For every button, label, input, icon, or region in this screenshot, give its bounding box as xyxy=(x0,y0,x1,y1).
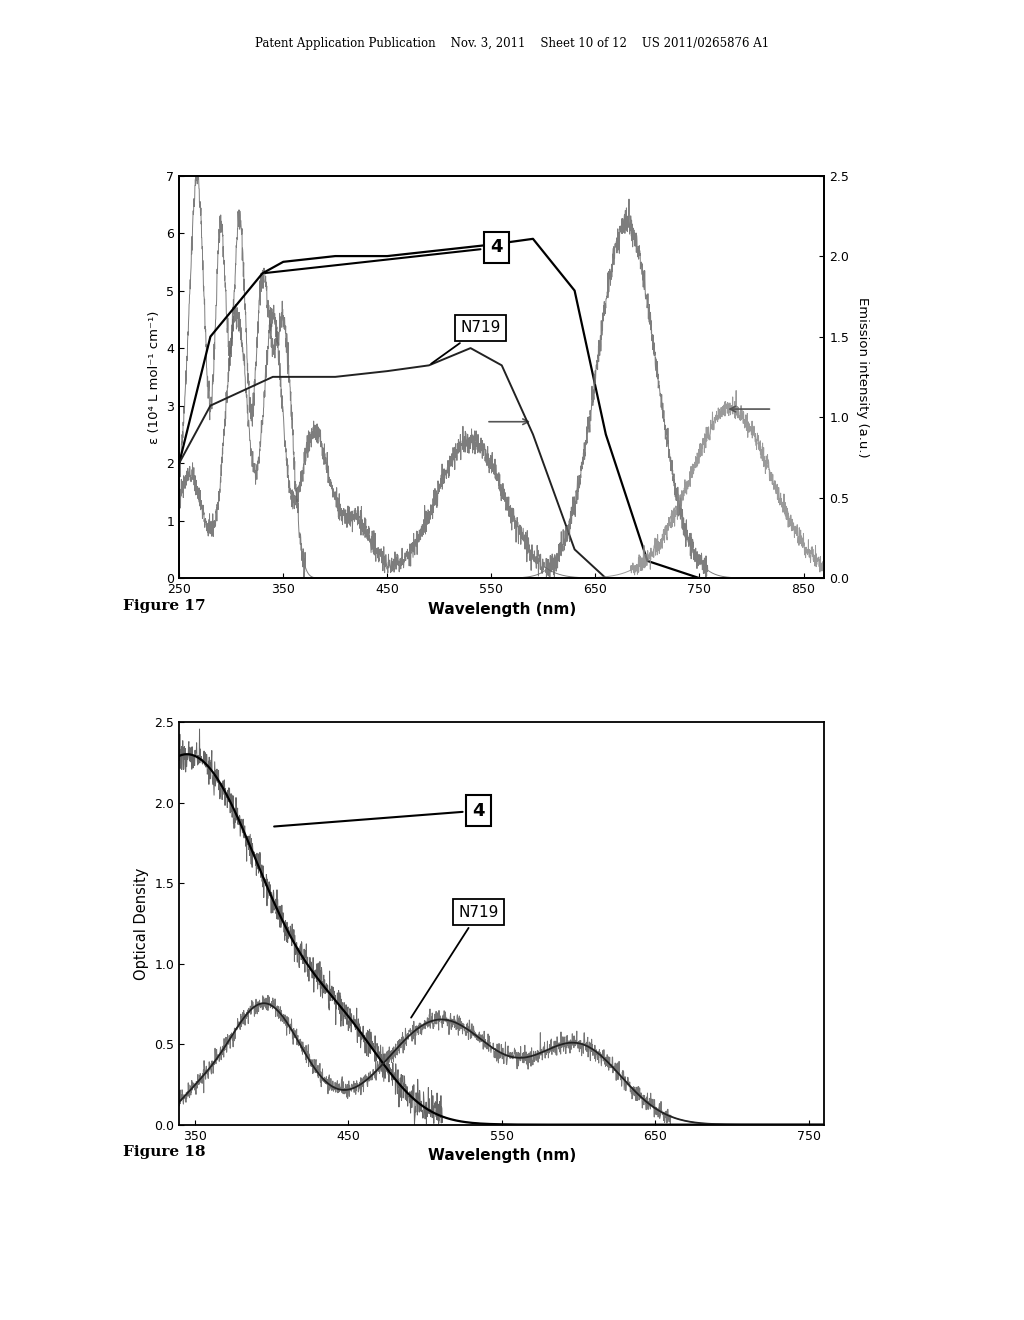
Y-axis label: Emission intensity (a.u.): Emission intensity (a.u.) xyxy=(856,297,868,457)
Text: Figure 18: Figure 18 xyxy=(123,1146,206,1159)
Text: Patent Application Publication    Nov. 3, 2011    Sheet 10 of 12    US 2011/0265: Patent Application Publication Nov. 3, 2… xyxy=(255,37,769,50)
X-axis label: Wavelength (nm): Wavelength (nm) xyxy=(428,602,575,616)
Text: N719: N719 xyxy=(411,904,499,1018)
Y-axis label: ε (10⁴ L mol⁻¹ cm⁻¹): ε (10⁴ L mol⁻¹ cm⁻¹) xyxy=(147,310,161,444)
Text: 4: 4 xyxy=(265,239,503,273)
Y-axis label: Optical Density: Optical Density xyxy=(134,867,148,979)
Text: 4: 4 xyxy=(274,801,485,826)
X-axis label: Wavelength (nm): Wavelength (nm) xyxy=(428,1148,575,1163)
Text: N719: N719 xyxy=(431,321,501,364)
Text: Figure 17: Figure 17 xyxy=(123,599,206,612)
